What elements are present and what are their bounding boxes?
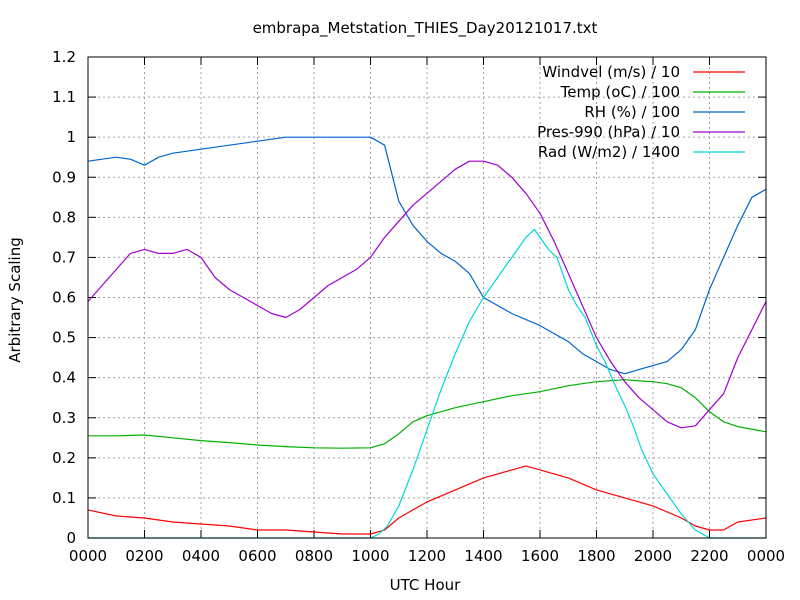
- x-axis-label: UTC Hour: [390, 576, 461, 594]
- x-tick-label: 2200: [690, 547, 728, 565]
- legend-label-2: Temp (oC) / 100: [560, 83, 680, 101]
- x-tick-label: 1400: [464, 547, 502, 565]
- x-tick-label: 1000: [351, 547, 389, 565]
- y-ticks: 0 0.1 0.2 0.3 0.4 0.5 0.6 0.7 0.8 0.9 1 1.1 1.2: [52, 48, 766, 547]
- y-tick-label: 0.3: [52, 409, 76, 427]
- x-tick-label: 0400: [182, 547, 220, 565]
- x-ticks: 0000 0200 0400 0600 0800 1000 1200 1400 1600 1800…: [69, 57, 785, 565]
- y-tick-label: 0.9: [52, 168, 76, 186]
- x-tick-label: 1800: [577, 547, 615, 565]
- plot-frame: [87, 56, 767, 539]
- x-tick-label: 0000: [747, 547, 785, 565]
- x-tick-label: 0200: [125, 547, 163, 565]
- y-tick-label: 0.8: [52, 208, 76, 226]
- y-axis-label: Arbitrary Scaling: [6, 237, 24, 363]
- legend-label-4: Pres-990 (hPa) / 10: [537, 123, 680, 141]
- x-tick-label: 0800: [295, 547, 333, 565]
- legend: Windvel (m/s) / 10 Temp (oC) / 100 RH (%) …: [537, 63, 745, 161]
- chart-title: embrapa_Metstation_THIES_Day20121017.txt: [253, 19, 598, 38]
- series-line-1: [87, 465, 767, 535]
- y-tick-label: 0.6: [52, 289, 76, 307]
- x-tick-label: 0000: [69, 547, 107, 565]
- y-tick-label: 1: [66, 128, 76, 146]
- x-tick-label: 0600: [238, 547, 276, 565]
- y-tick-label: 1.2: [52, 48, 76, 66]
- x-tick-label: 2000: [634, 547, 672, 565]
- y-tick-label: 0.7: [52, 248, 76, 266]
- y-tick-label: 1.1: [52, 88, 76, 106]
- series-line-2: [88, 379, 767, 449]
- y-tick-label: 0.4: [52, 369, 76, 387]
- x-tick-label: 1200: [408, 547, 446, 565]
- y-tick-label: 0.1: [52, 489, 76, 507]
- series-line-5: [88, 228, 766, 539]
- legend-label-1: Windvel (m/s) / 10: [542, 63, 680, 81]
- x-tick-label: 1600: [521, 547, 559, 565]
- legend-label-5: Rad (W/m2) / 1400: [538, 143, 680, 161]
- legend-label-3: RH (%) / 100: [584, 103, 680, 121]
- series-line-4: [87, 160, 767, 429]
- series-line-3: [87, 136, 767, 375]
- y-tick-label: 0.2: [52, 449, 76, 467]
- y-tick-label: 0: [66, 529, 76, 547]
- y-tick-label: 0.5: [52, 329, 76, 347]
- series-lines: [87, 136, 767, 539]
